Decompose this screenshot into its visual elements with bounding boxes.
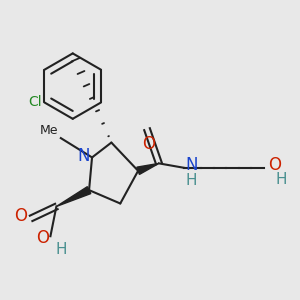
Text: O: O bbox=[14, 207, 28, 225]
Text: O: O bbox=[36, 229, 49, 247]
Text: N: N bbox=[77, 147, 90, 165]
Text: O: O bbox=[142, 134, 155, 152]
Text: H: H bbox=[275, 172, 286, 187]
Text: O: O bbox=[268, 156, 281, 174]
Polygon shape bbox=[56, 187, 91, 206]
Text: H: H bbox=[186, 173, 197, 188]
Text: Me: Me bbox=[40, 124, 59, 137]
Text: Cl: Cl bbox=[28, 95, 41, 110]
Text: N: N bbox=[186, 156, 198, 174]
Polygon shape bbox=[137, 164, 159, 174]
Text: H: H bbox=[55, 242, 67, 257]
